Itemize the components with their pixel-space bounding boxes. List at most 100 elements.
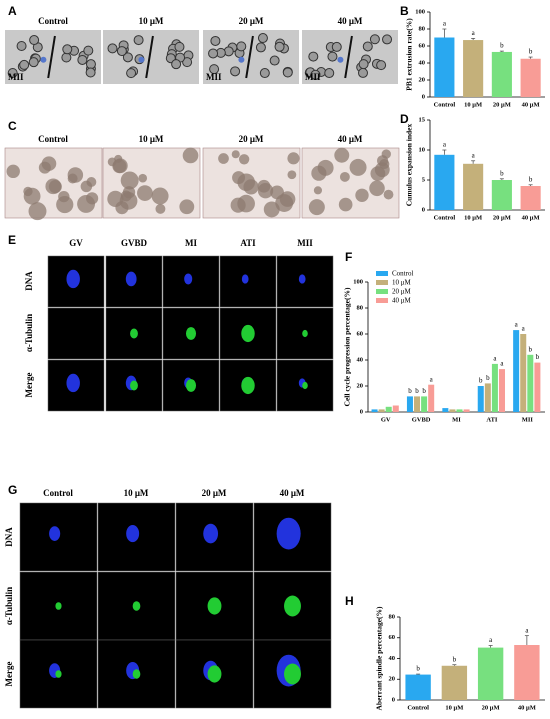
significance-letter: b <box>536 353 540 361</box>
oocyte <box>209 64 220 75</box>
significance-letter: b <box>529 175 533 183</box>
y-tick-label: 40 <box>419 59 426 66</box>
oocyte <box>255 42 266 53</box>
x-tick-label: GV <box>381 416 391 423</box>
significance-letter: a <box>472 29 476 37</box>
tubulin <box>130 380 138 391</box>
y-tick-label: 80 <box>357 304 364 311</box>
x-tick-label: Control <box>434 101 456 108</box>
panel-label: E <box>8 233 16 247</box>
coc <box>23 186 33 197</box>
column-header: Control <box>43 488 73 498</box>
dna <box>125 271 137 287</box>
dna <box>126 525 140 543</box>
oocyte <box>171 59 182 70</box>
coc <box>379 158 390 170</box>
bar <box>428 384 435 412</box>
oocyte <box>62 44 73 55</box>
oocyte <box>259 68 270 79</box>
y-tick-label: 80 <box>419 25 426 32</box>
oocyte <box>310 69 321 80</box>
x-tick-label: 20 μM <box>493 101 511 108</box>
oocyte <box>274 41 285 52</box>
column-header: 20 μM <box>239 16 264 26</box>
oocyte <box>337 56 344 63</box>
x-tick-label: ATI <box>486 416 498 423</box>
dna <box>66 269 80 289</box>
coc <box>56 195 74 214</box>
x-tick-label: 40 μM <box>518 704 536 711</box>
coc <box>41 156 57 171</box>
x-tick-label: GVBD <box>412 416 431 423</box>
coc <box>112 159 127 174</box>
panel-label: F <box>345 250 352 264</box>
x-tick-label: 10 μM <box>464 214 482 221</box>
y-tick-label: 20 <box>389 676 396 683</box>
panel-label: D <box>400 112 409 126</box>
coc <box>339 171 350 182</box>
bar <box>520 334 527 412</box>
coc <box>218 153 229 164</box>
x-tick-label: 40 μM <box>522 101 540 108</box>
bar <box>491 180 512 210</box>
oocyte <box>182 57 193 68</box>
oocyte <box>116 46 127 57</box>
column-header: Control <box>38 16 68 26</box>
coc <box>311 165 327 181</box>
oocyte <box>331 41 342 52</box>
row-label: α-Tubulin <box>24 314 34 352</box>
coc <box>238 154 250 165</box>
coc <box>355 188 369 202</box>
oocyte <box>208 48 219 59</box>
bar <box>371 409 378 412</box>
significance-letter: b <box>529 345 533 353</box>
stage-label: MII <box>305 72 321 82</box>
column-header: 10 μM <box>139 16 164 26</box>
y-tick-label: 40 <box>389 655 396 662</box>
y-tick-label: 40 <box>357 356 364 363</box>
bar <box>392 405 399 412</box>
bar <box>421 396 428 412</box>
coc <box>86 192 99 205</box>
coc <box>369 180 385 197</box>
significance-letter: b <box>529 48 533 56</box>
oocyte <box>61 52 72 63</box>
tubulin <box>207 597 222 615</box>
tubulin <box>130 328 138 339</box>
tubulin <box>241 324 255 343</box>
bar <box>378 409 385 412</box>
dna <box>241 274 249 284</box>
coc <box>28 202 47 221</box>
tubulin <box>132 601 141 611</box>
dna <box>66 373 80 393</box>
coc <box>257 183 274 199</box>
row-label: DNA <box>24 271 34 291</box>
row-label: DNA <box>4 527 14 547</box>
tubulin <box>55 602 62 610</box>
oocyte <box>126 68 137 79</box>
x-tick-label: 40 μM <box>522 214 540 221</box>
oocyte <box>122 52 133 63</box>
coc <box>151 187 169 205</box>
dna <box>49 526 61 541</box>
significance-letter: b <box>500 169 504 177</box>
column-header: 10 μM <box>124 488 149 498</box>
x-tick-label: MI <box>452 416 461 423</box>
y-axis-label: Aberrant spindle percentage(%) <box>375 606 384 711</box>
coc <box>86 177 97 187</box>
column-header: 20 μM <box>239 134 264 144</box>
coc <box>313 186 323 195</box>
x-tick-label: MII <box>522 416 534 423</box>
significance-letter: a <box>430 375 434 383</box>
bar <box>520 186 541 210</box>
divider <box>47 35 56 79</box>
bar <box>534 362 541 412</box>
significance-letter: b <box>479 377 483 385</box>
bar <box>477 386 484 412</box>
y-tick-label: 0 <box>360 408 363 415</box>
column-header: 40 μM <box>338 16 363 26</box>
significance-letter: b <box>415 387 419 395</box>
coc <box>338 197 353 212</box>
tubulin <box>185 327 197 340</box>
bar <box>463 163 484 210</box>
